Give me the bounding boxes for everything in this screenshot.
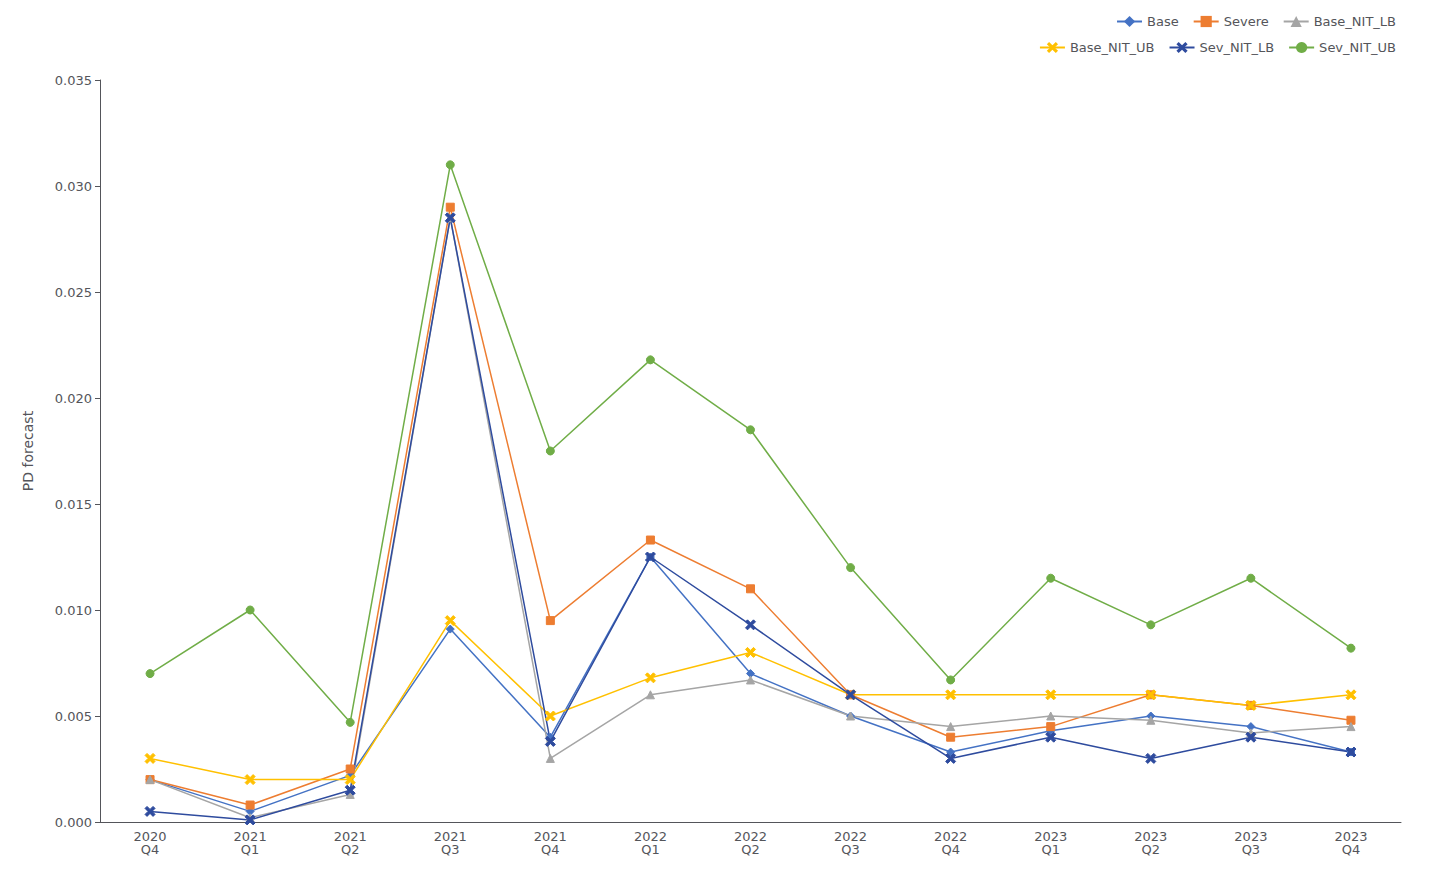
svg-text:Q2: Q2 (1142, 842, 1161, 857)
svg-text:2023: 2023 (1134, 829, 1168, 844)
svg-text:Base_NIT_UB: Base_NIT_UB (1070, 40, 1155, 55)
svg-text:0.015: 0.015 (55, 497, 92, 512)
svg-text:2020: 2020 (133, 829, 167, 844)
svg-text:Q3: Q3 (1242, 842, 1261, 857)
svg-text:2021: 2021 (433, 829, 467, 844)
svg-text:Base: Base (1147, 14, 1179, 29)
svg-text:2021: 2021 (333, 829, 367, 844)
svg-text:0.035: 0.035 (55, 73, 92, 88)
svg-text:Base_NIT_LB: Base_NIT_LB (1314, 14, 1396, 29)
svg-text:Q4: Q4 (541, 842, 560, 857)
svg-text:Q4: Q4 (1342, 842, 1361, 857)
svg-text:Q1: Q1 (241, 842, 260, 857)
svg-text:0.005: 0.005 (55, 709, 92, 724)
svg-text:0.000: 0.000 (55, 815, 92, 830)
svg-text:0.020: 0.020 (55, 391, 92, 406)
svg-text:2023: 2023 (1334, 829, 1368, 844)
svg-text:2023: 2023 (1234, 829, 1268, 844)
svg-text:2022: 2022 (834, 829, 868, 844)
svg-text:Q2: Q2 (741, 842, 760, 857)
svg-text:Q4: Q4 (941, 842, 960, 857)
svg-text:2021: 2021 (233, 829, 267, 844)
svg-text:PD forecast: PD forecast (20, 410, 36, 491)
svg-text:Sev_NIT_UB: Sev_NIT_UB (1319, 40, 1396, 55)
svg-text:Q1: Q1 (1041, 842, 1060, 857)
svg-text:2023: 2023 (1034, 829, 1068, 844)
svg-text:2022: 2022 (633, 829, 667, 844)
svg-text:2022: 2022 (934, 829, 968, 844)
svg-text:0.010: 0.010 (55, 603, 92, 618)
svg-text:Q1: Q1 (641, 842, 660, 857)
svg-text:2021: 2021 (533, 829, 567, 844)
svg-text:Q3: Q3 (841, 842, 860, 857)
svg-text:Q4: Q4 (141, 842, 160, 857)
svg-text:Sev_NIT_LB: Sev_NIT_LB (1200, 40, 1275, 55)
svg-text:Severe: Severe (1224, 14, 1269, 29)
svg-text:0.030: 0.030 (55, 179, 92, 194)
svg-text:Q2: Q2 (341, 842, 360, 857)
svg-text:2022: 2022 (734, 829, 767, 844)
svg-text:0.025: 0.025 (55, 285, 92, 300)
svg-text:Q3: Q3 (441, 842, 460, 857)
